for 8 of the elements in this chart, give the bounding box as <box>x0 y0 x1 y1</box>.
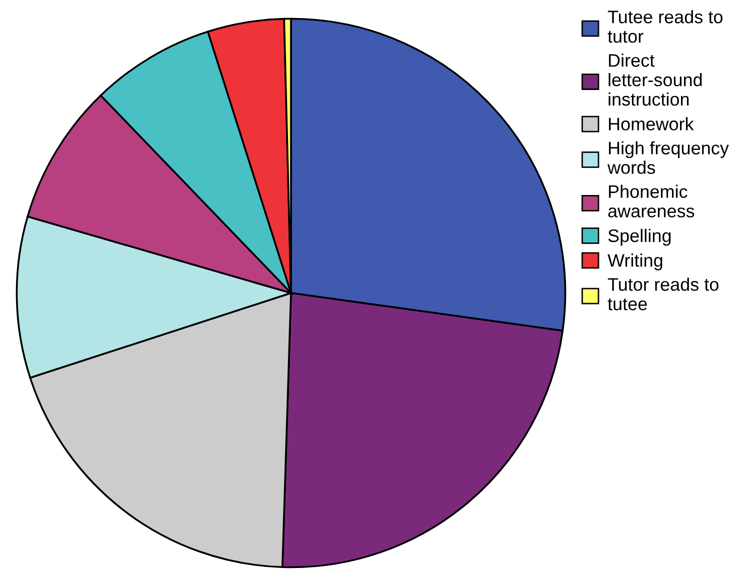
legend-label: Tutee reads to tutor <box>608 10 722 43</box>
legend-label: Homework <box>608 117 694 130</box>
legend-label: Spelling <box>608 228 671 246</box>
legend-label: Phonemic awareness <box>608 184 694 218</box>
legend-label: Tutor reads to tutee <box>608 278 718 310</box>
legend-label: Writing <box>608 254 662 270</box>
legend-label: High frequency words <box>607 141 729 174</box>
legend-label: Direct letter-sound instruction <box>608 54 702 106</box>
